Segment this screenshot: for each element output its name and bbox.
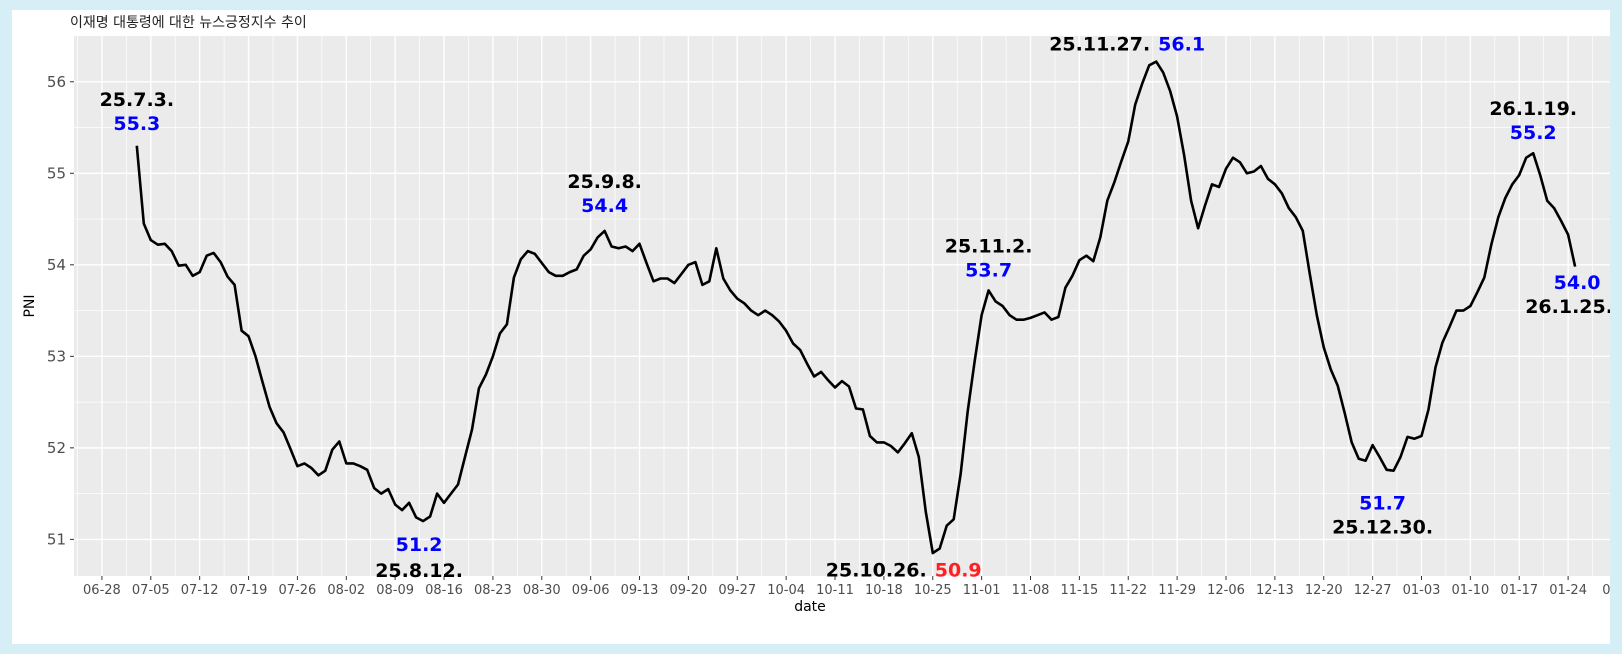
x-tick-label: 11-08 [1012,583,1050,598]
annotation-value-label: 55.3 [113,113,160,135]
x-tick-label: 11-01 [963,583,1001,598]
y-axis-title: PNI [22,294,38,317]
series-line-pni [135,60,1577,555]
annotation-date-label: 25.11.2. [945,235,1033,257]
annotation: 25.8.12. 51.2 [375,534,463,582]
y-tick-label: 55 [47,164,66,182]
annotation: 26.1.19.55.2 [1489,98,1577,144]
x-tick-label: 07-05 [132,583,170,598]
annotation: 25.12.30.51.7 [1332,492,1433,538]
x-tick-label: 01-3 [1602,583,1610,598]
annotation-date-label: 25.12.30. [1332,516,1433,538]
annotation-value-label: 51.2 [396,534,443,556]
y-tick-label: 51 [47,530,66,548]
x-tick-label: 12-13 [1256,583,1294,598]
grid-minor [74,36,1610,576]
annotation-value-label: 53.7 [965,259,1012,281]
x-tick-label: 01-03 [1403,583,1441,598]
x-tick-label: 09-27 [718,583,756,598]
annotation-value-label: 50.9 [935,560,982,582]
annotation: 25.11.27. 56.1 [1049,34,1205,56]
chart-title: 이재명 대통령에 대한 뉴스긍정지수 추이 [70,15,307,31]
x-tick-label: 01-24 [1549,583,1587,598]
annotations: 25.7.3.55.3 25.8.12. 51.2 25.9.8.54.4 25.10.… [100,34,1610,582]
x-tick-label: 11-22 [1109,583,1147,598]
x-tick-label: 12-27 [1354,583,1392,598]
annotation: 25.9.8.54.4 [567,171,642,217]
annotation-date-label: 25.11.27. [1049,34,1150,56]
x-tick-label: 01-17 [1500,583,1538,598]
x-tick-label: 08-30 [523,583,561,598]
x-tick-label: 11-29 [1158,583,1196,598]
annotation-value-label: 51.7 [1359,492,1406,514]
x-tick-label: 10-11 [816,583,854,598]
y-tick-label: 52 [47,439,66,457]
x-tick-label: 12-06 [1207,583,1245,598]
plot-panel [74,36,1610,576]
x-tick-label: 11-15 [1060,583,1098,598]
chart-frame: 이재명 대통령에 대한 뉴스긍정지수 추이 51 52 53 54 55 56 06-28… [12,10,1610,644]
x-tick-label: 08-23 [474,583,512,598]
x-tick-label: 09-13 [621,583,659,598]
annotation: 26.1.25.54.0 [1525,272,1610,318]
x-tick-label: 12-20 [1305,583,1343,598]
x-tick-label: 08-16 [425,583,463,598]
x-axis-title: date [794,599,826,615]
x-tick-label: 06-28 [83,583,121,598]
annotation: 25.10.26. 50.9 [826,560,982,582]
y-tick-label: 54 [47,256,66,274]
annotation: 25.7.3.55.3 [100,89,175,135]
x-tick-label: 01-10 [1451,583,1489,598]
x-tick-label: 10-18 [865,583,903,598]
x-tick-label: 07-12 [181,583,219,598]
x-tick-label: 10-04 [767,583,805,598]
x-tick-label: 10-25 [914,583,952,598]
annotation-date-label: 26.1.19. [1489,98,1577,120]
annotation-date-label: 25.9.8. [567,171,642,193]
y-tick-label: 56 [47,73,66,91]
x-tick-label: 08-09 [376,583,414,598]
x-tick-label: 07-26 [279,583,317,598]
annotation-date-label: 25.7.3. [100,89,175,111]
annotation-date-label: 25.10.26. [826,560,927,582]
x-tick-label: 08-02 [327,583,365,598]
annotation-date-label: 25.8.12. [375,560,463,582]
x-tick-label: 09-06 [572,583,610,598]
y-tick-label: 53 [47,347,66,365]
annotation-value-label: 54.4 [581,195,628,217]
annotation-date-label: 26.1.25. [1525,296,1610,318]
x-tick-label: 07-19 [230,583,268,598]
y-axis: 51 52 53 54 55 56 [47,73,74,548]
pni-line-chart: 이재명 대통령에 대한 뉴스긍정지수 추이 51 52 53 54 55 56 06-28… [22,15,1610,615]
annotation: 25.11.2.53.7 [945,235,1033,281]
annotation-value-label: 55.2 [1510,122,1557,144]
annotation-value-label: 56.1 [1158,34,1205,56]
x-tick-label: 09-20 [670,583,708,598]
annotation-value-label: 54.0 [1554,272,1601,294]
x-axis: 06-28 07-05 07-12 07-19 07-26 08-02 08-09 08-16… [83,576,1610,598]
